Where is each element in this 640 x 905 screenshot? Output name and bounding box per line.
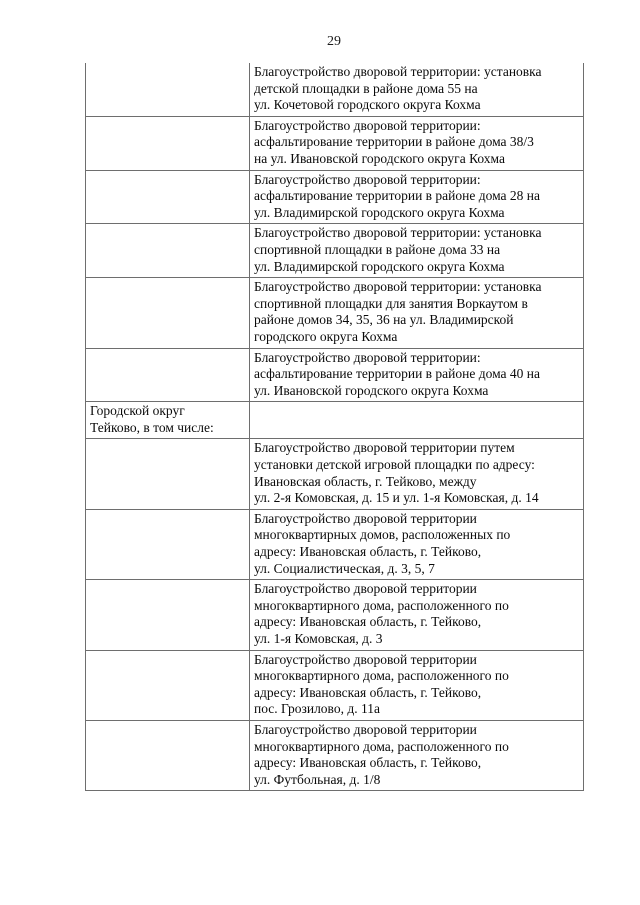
table-row: Благоустройство дворовой территории мног… [85, 649, 584, 721]
project-cell: Благоустройство дворовой территории мног… [249, 649, 584, 721]
project-cell: Благоустройство дворовой территории мног… [249, 719, 584, 792]
table-row: Благоустройство дворовой территории: асф… [85, 115, 584, 171]
region-cell [85, 579, 250, 651]
table-row: Благоустройство дворовой территории мног… [85, 508, 584, 581]
project-cell: Благоустройство дворовой территории: асф… [249, 115, 584, 171]
region-cell [85, 719, 250, 792]
project-cell: Благоустройство дворовой территории мног… [249, 508, 584, 581]
project-cell: Благоустройство дворовой территории: уст… [249, 277, 584, 349]
table-row: Благоустройство дворовой территории: асф… [85, 169, 584, 225]
region-cell [85, 649, 250, 721]
table-row: Благоустройство дворовой территории мног… [85, 579, 584, 651]
project-cell: Благоустройство дворовой территории путе… [249, 438, 584, 510]
project-cell [249, 401, 584, 440]
table-row: Благоустройство дворовой территории: уст… [85, 223, 584, 279]
region-cell [85, 169, 250, 225]
region-cell: Городской округ Тейково, в том числе: [85, 401, 250, 440]
region-cell [85, 347, 250, 403]
region-cell [85, 277, 250, 349]
table-row: Благоустройство дворовой территории путе… [85, 438, 584, 510]
table-row: Благоустройство дворовой территории: асф… [85, 347, 584, 403]
project-cell: Благоустройство дворовой территории: уст… [249, 223, 584, 279]
projects-table: Благоустройство дворовой территории: уст… [85, 63, 584, 792]
region-cell [85, 223, 250, 279]
project-cell: Благоустройство дворовой территории мног… [249, 579, 584, 651]
project-cell: Благоустройство дворовой территории: асф… [249, 169, 584, 225]
table-row: Благоустройство дворовой территории: уст… [85, 63, 584, 117]
project-cell: Благоустройство дворовой территории: уст… [249, 63, 584, 117]
table-row: Благоустройство дворовой территории мног… [85, 719, 584, 792]
table-row: Городской округ Тейково, в том числе: [85, 401, 584, 440]
page-number: 29 [327, 34, 341, 49]
region-cell [85, 508, 250, 581]
project-cell: Благоустройство дворовой территории: асф… [249, 347, 584, 403]
table-row: Благоустройство дворовой территории: уст… [85, 277, 584, 349]
region-cell [85, 438, 250, 510]
region-cell [85, 63, 250, 117]
region-cell [85, 115, 250, 171]
